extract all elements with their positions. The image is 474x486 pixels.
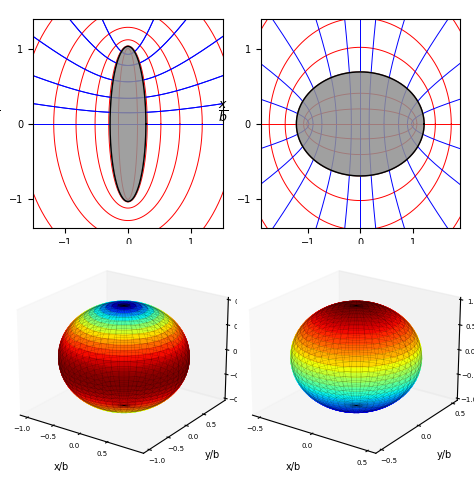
X-axis label: $\dfrac{z}{b}$: $\dfrac{z}{b}$ <box>123 249 133 275</box>
X-axis label: x/b: x/b <box>53 462 69 472</box>
Y-axis label: y/b: y/b <box>205 450 220 460</box>
Y-axis label: y/b: y/b <box>437 450 452 460</box>
Y-axis label: $\dfrac{x}{b}$: $\dfrac{x}{b}$ <box>218 99 228 124</box>
X-axis label: x/b: x/b <box>285 462 301 472</box>
X-axis label: $\dfrac{z}{b}$: $\dfrac{z}{b}$ <box>356 249 365 275</box>
Polygon shape <box>110 46 146 202</box>
Polygon shape <box>296 72 424 176</box>
